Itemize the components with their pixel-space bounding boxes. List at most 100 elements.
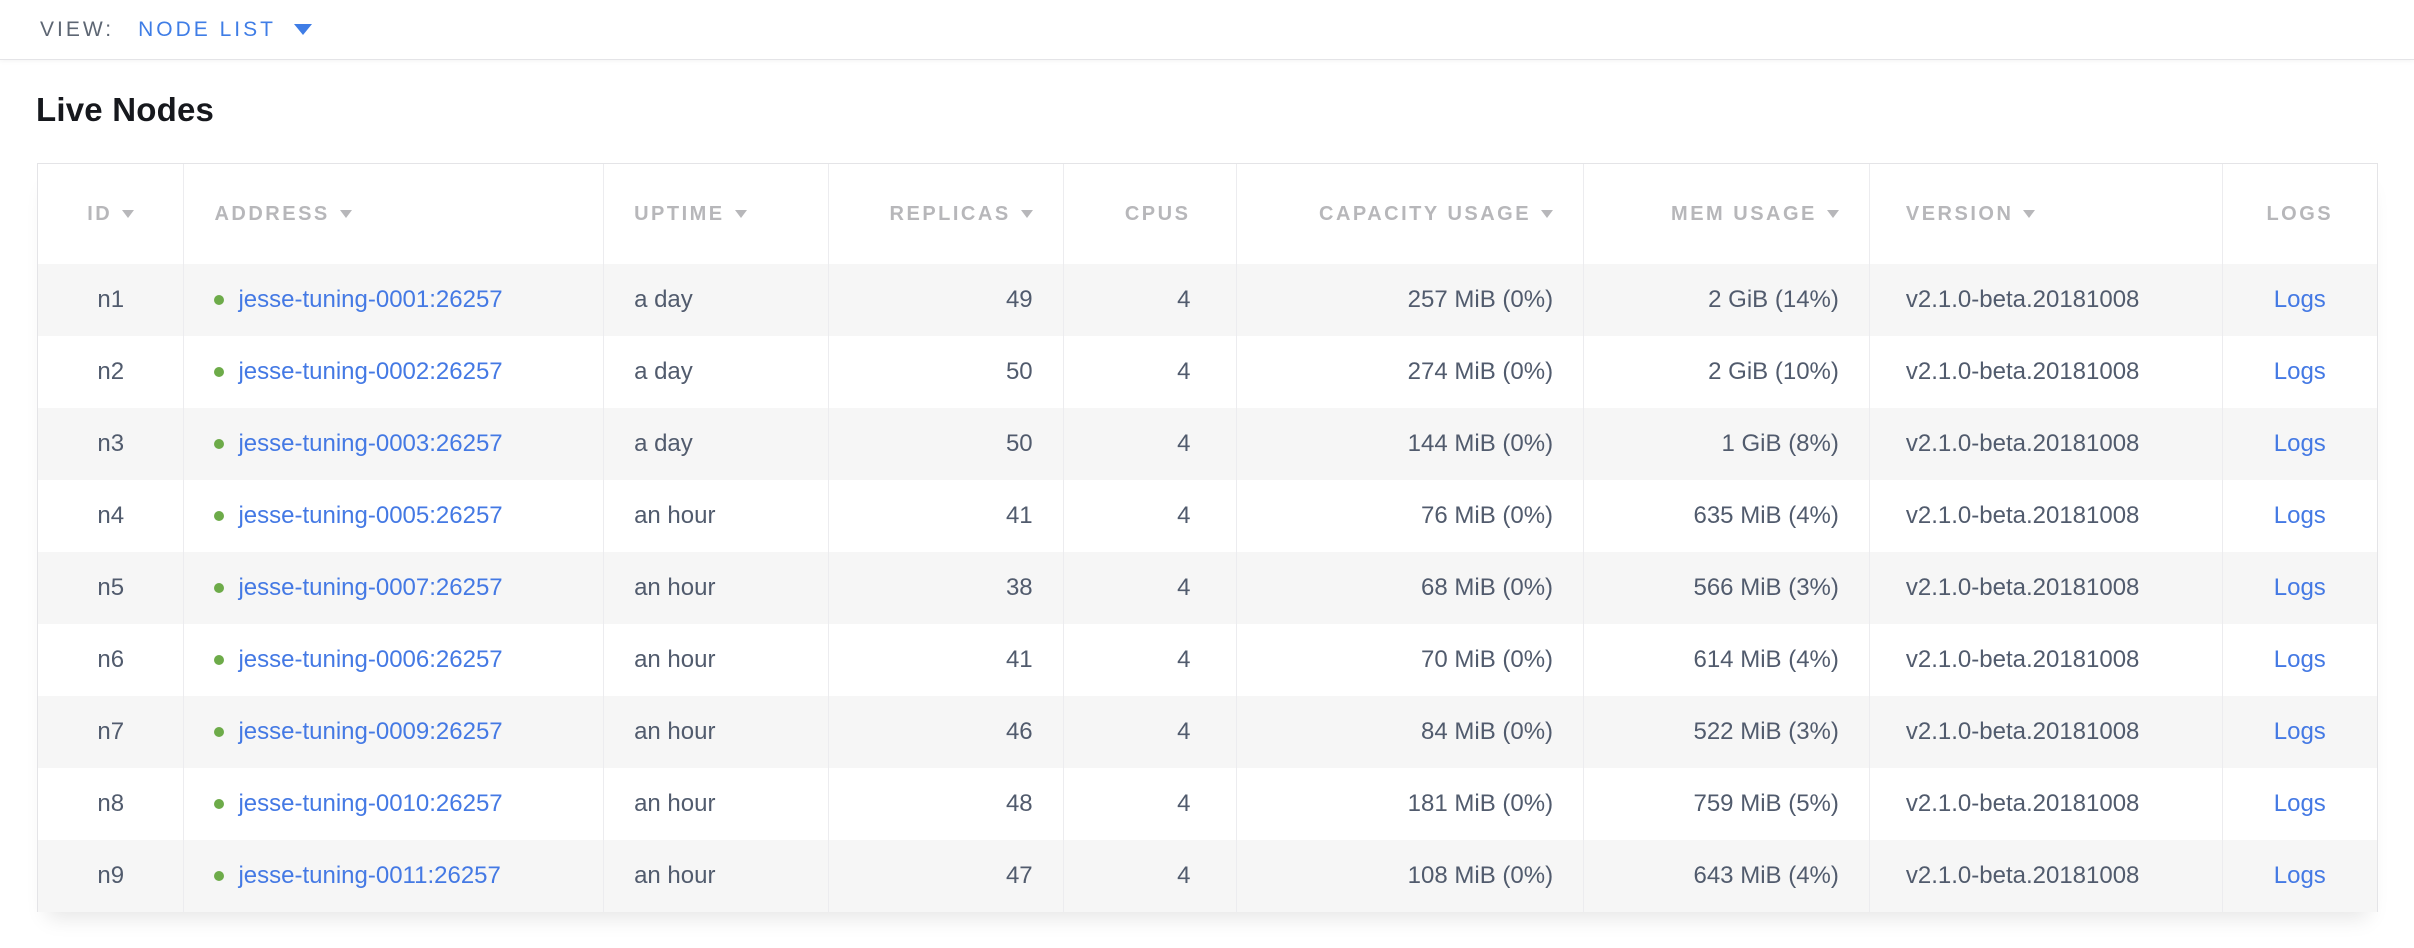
logs-link[interactable]: Logs (2273, 790, 2326, 817)
cell-capacity-usage: 76 MiB (0%) (1236, 480, 1584, 552)
cell-capacity-usage: 144 MiB (0%) (1236, 408, 1584, 480)
cell-node-id: n5 (38, 552, 184, 624)
table-row: n8 jesse-tuning-0010:26257 an hour 48 4 181 M… (38, 768, 2377, 840)
sort-desc-icon (1541, 210, 1554, 218)
column-header-logs: LOGS (2221, 164, 2377, 264)
cell-cpus: 4 (1062, 768, 1237, 840)
column-header-mem_usage[interactable]: MEM USAGE (1583, 164, 1870, 264)
logs-link[interactable]: Logs (2273, 862, 2326, 889)
cell-logs: Logs (2221, 696, 2377, 768)
cell-uptime: a day (603, 408, 829, 480)
cell-uptime: a day (603, 336, 829, 408)
table-row: n6 jesse-tuning-0006:26257 an hour 41 4 70 Mi… (38, 624, 2377, 696)
node-address-link[interactable]: jesse-tuning-0009:26257 (238, 718, 503, 745)
logs-link[interactable]: Logs (2273, 430, 2326, 457)
node-live-status-icon (214, 583, 225, 593)
column-header-address[interactable]: ADDRESS (183, 164, 604, 264)
cell-node-id: n2 (38, 336, 184, 408)
cell-logs: Logs (2221, 480, 2377, 552)
column-header-label: UPTIME (634, 202, 725, 225)
cell-cpus: 4 (1062, 264, 1237, 336)
cell-replicas: 46 (827, 696, 1064, 768)
cell-uptime: a day (603, 264, 829, 336)
node-address-link[interactable]: jesse-tuning-0001:26257 (238, 286, 503, 313)
cell-cpus: 4 (1062, 408, 1237, 480)
logs-link[interactable]: Logs (2273, 502, 2326, 529)
cell-node-id: n8 (38, 768, 184, 840)
cell-mem-usage: 2 GiB (14%) (1583, 264, 1870, 336)
cell-uptime: an hour (603, 552, 829, 624)
cell-mem-usage: 614 MiB (4%) (1583, 624, 1870, 696)
column-header-label: VERSION (1905, 202, 2014, 225)
column-header-label: CPUS (1124, 202, 1191, 225)
cell-address: jesse-tuning-0005:26257 (183, 480, 604, 552)
cell-cpus: 4 (1062, 696, 1237, 768)
cell-node-id: n6 (38, 624, 184, 696)
column-header-version[interactable]: VERSION (1868, 164, 2223, 264)
node-live-status-icon (214, 871, 225, 881)
view-selector-bar: VIEW: NODE LIST (0, 0, 2414, 60)
cell-version: v2.1.0-beta.20181008 (1868, 768, 2223, 840)
table-row: n9 jesse-tuning-0011:26257 an hour 47 4 108 M… (38, 840, 2377, 912)
cell-replicas: 47 (827, 840, 1064, 912)
cell-uptime: an hour (603, 768, 829, 840)
cell-version: v2.1.0-beta.20181008 (1868, 552, 2223, 624)
cell-replicas: 50 (827, 408, 1064, 480)
cell-replicas: 41 (827, 624, 1064, 696)
logs-link[interactable]: Logs (2273, 286, 2326, 313)
sort-desc-icon (734, 210, 747, 218)
cell-cpus: 4 (1062, 840, 1237, 912)
cell-address: jesse-tuning-0001:26257 (183, 264, 604, 336)
table-row: n2 jesse-tuning-0002:26257 a day 50 4 274 MiB… (38, 336, 2377, 408)
sort-desc-icon (1826, 210, 1839, 218)
cell-mem-usage: 522 MiB (3%) (1583, 696, 1870, 768)
logs-link[interactable]: Logs (2273, 718, 2326, 745)
cell-address: jesse-tuning-0010:26257 (183, 768, 604, 840)
cell-mem-usage: 2 GiB (10%) (1583, 336, 1870, 408)
node-address-link[interactable]: jesse-tuning-0003:26257 (238, 430, 503, 457)
node-live-status-icon (214, 295, 225, 305)
cell-logs: Logs (2221, 840, 2377, 912)
cell-version: v2.1.0-beta.20181008 (1868, 840, 2223, 912)
view-dropdown[interactable]: NODE LIST (138, 18, 312, 42)
cell-uptime: an hour (603, 480, 829, 552)
node-address-link[interactable]: jesse-tuning-0010:26257 (238, 790, 503, 817)
logs-link[interactable]: Logs (2273, 574, 2326, 601)
table-row: n3 jesse-tuning-0003:26257 a day 50 4 144 MiB… (38, 408, 2377, 480)
node-address-link[interactable]: jesse-tuning-0005:26257 (238, 502, 503, 529)
cell-logs: Logs (2221, 768, 2377, 840)
table-row: n1 jesse-tuning-0001:26257 a day 49 4 257 MiB… (38, 264, 2377, 336)
cell-mem-usage: 1 GiB (8%) (1583, 408, 1870, 480)
column-header-uptime[interactable]: UPTIME (603, 164, 829, 264)
cell-capacity-usage: 70 MiB (0%) (1236, 624, 1584, 696)
cell-capacity-usage: 84 MiB (0%) (1236, 696, 1584, 768)
column-header-capacity_usage[interactable]: CAPACITY USAGE (1236, 164, 1584, 264)
node-address-link[interactable]: jesse-tuning-0007:26257 (238, 574, 503, 601)
node-address-link[interactable]: jesse-tuning-0006:26257 (238, 646, 503, 673)
column-header-id[interactable]: ID (38, 164, 184, 264)
node-address-link[interactable]: jesse-tuning-0011:26257 (238, 862, 501, 889)
cell-version: v2.1.0-beta.20181008 (1868, 624, 2223, 696)
sort-desc-icon (2023, 210, 2036, 218)
cell-address: jesse-tuning-0006:26257 (183, 624, 604, 696)
cell-node-id: n4 (38, 480, 184, 552)
cell-address: jesse-tuning-0002:26257 (183, 336, 604, 408)
logs-link[interactable]: Logs (2273, 646, 2326, 673)
cell-address: jesse-tuning-0007:26257 (183, 552, 604, 624)
cell-cpus: 4 (1062, 480, 1237, 552)
cell-node-id: n3 (38, 408, 184, 480)
sort-desc-icon (1020, 210, 1033, 218)
node-live-status-icon (214, 799, 225, 809)
cell-address: jesse-tuning-0009:26257 (183, 696, 604, 768)
logs-link[interactable]: Logs (2273, 358, 2326, 385)
cell-uptime: an hour (603, 696, 829, 768)
node-address-link[interactable]: jesse-tuning-0002:26257 (238, 358, 503, 385)
cell-replicas: 48 (827, 768, 1064, 840)
cell-capacity-usage: 68 MiB (0%) (1236, 552, 1584, 624)
cell-node-id: n7 (38, 696, 184, 768)
column-header-replicas[interactable]: REPLICAS (827, 164, 1064, 264)
live-nodes-table: ID ADDRESS UPTIME REPLICAS CPUS CAPACITY USAG… (37, 163, 2378, 912)
page-title: Live Nodes (36, 91, 215, 128)
cell-mem-usage: 759 MiB (5%) (1583, 768, 1870, 840)
cell-version: v2.1.0-beta.20181008 (1868, 336, 2223, 408)
